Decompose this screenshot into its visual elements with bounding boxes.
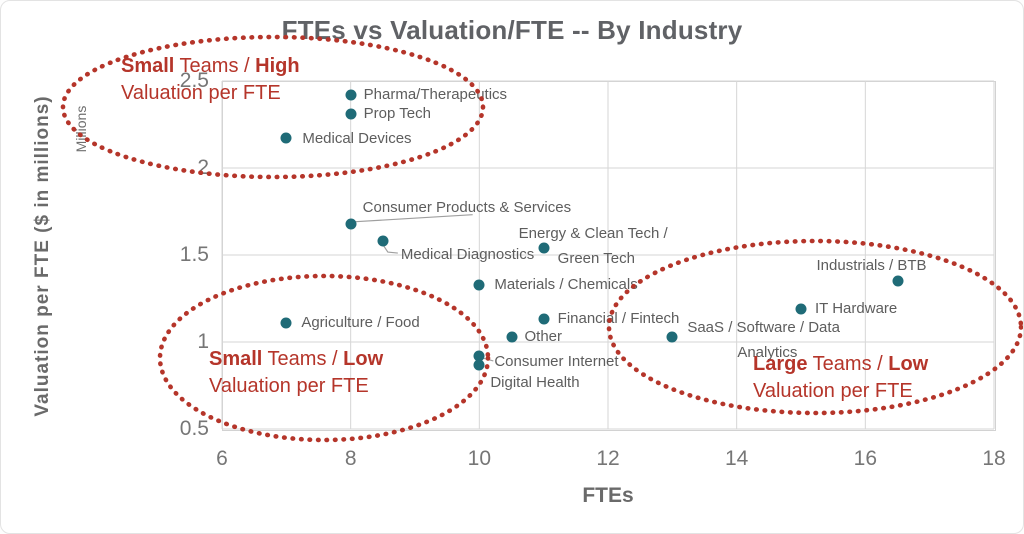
annotation-text-large-teams-low-valuation: Large Teams / Low Valuation per FTE bbox=[753, 351, 928, 405]
data-point-label: Other bbox=[524, 327, 563, 345]
annotation-text-segment: High bbox=[255, 55, 300, 77]
data-point-label: Pharma/Therapeutics bbox=[363, 85, 508, 103]
data-point-label: Consumer Products & Services bbox=[362, 198, 572, 216]
data-point-it-hardware bbox=[795, 303, 807, 315]
data-point-prop-tech bbox=[345, 108, 357, 120]
data-point-digital-health bbox=[473, 359, 485, 371]
data-point-label: Digital Health bbox=[490, 373, 580, 391]
annotation-text-small-teams-high-valuation: Small Teams / High Valuation per FTE bbox=[121, 53, 300, 107]
data-point-medical-devices bbox=[280, 132, 292, 144]
data-point-label: SaaS / Software / Data bbox=[687, 318, 840, 336]
data-point-label: Prop Tech bbox=[363, 105, 431, 123]
annotation-text-line: Valuation per FTE bbox=[753, 378, 928, 405]
annotation-text-line: Small Teams / High bbox=[121, 53, 300, 80]
data-point-energy-clean-tech-green-tech bbox=[538, 242, 550, 254]
data-point-label: Medical Diagnostics bbox=[400, 246, 535, 264]
x-tick-label: 12 bbox=[596, 447, 620, 470]
y-axis-title: Valuation per FTE ($ in millions) bbox=[32, 95, 53, 417]
y-tick-label: 2 bbox=[197, 156, 209, 179]
y-tick-label: 1 bbox=[197, 330, 209, 353]
data-point-agriculture-food bbox=[280, 317, 292, 329]
data-point-label: Consumer Internet bbox=[494, 352, 619, 370]
annotation-text-segment: Large bbox=[753, 353, 808, 375]
data-point-materials-chemicals bbox=[473, 279, 485, 291]
annotation-text-segment: Small bbox=[209, 348, 263, 370]
x-axis-title: FTEs bbox=[582, 484, 634, 507]
y-tick-label: 0.5 bbox=[179, 417, 209, 440]
annotation-text-segment: Teams / bbox=[262, 348, 344, 370]
x-tick-label: 8 bbox=[344, 447, 357, 470]
data-point-label: Agriculture / Food bbox=[301, 313, 420, 331]
annotation-text-line: Valuation per FTE bbox=[209, 373, 383, 400]
data-point-pharma-therapeutics bbox=[345, 89, 357, 101]
x-tick-label: 16 bbox=[853, 447, 878, 470]
data-point-label: Materials / Chemicals bbox=[494, 275, 638, 293]
x-tick-label: 10 bbox=[467, 447, 492, 470]
annotation-text-segment: Valuation per FTE bbox=[121, 82, 281, 104]
data-point-label: Financial / Fintech bbox=[557, 310, 680, 328]
data-point-consumer-products-services bbox=[345, 218, 357, 230]
annotation-text-line: Large Teams / Low bbox=[753, 351, 928, 378]
annotation-text-line: Valuation per FTE bbox=[121, 80, 300, 107]
annotation-text-small-teams-low-valuation: Small Teams / Low Valuation per FTE bbox=[209, 346, 383, 400]
data-point-label: IT Hardware bbox=[815, 299, 898, 317]
data-point-saas-software-data-analytics bbox=[666, 331, 678, 343]
annotation-text-segment: Small bbox=[121, 55, 175, 77]
annotation-text-segment: Teams / bbox=[174, 55, 256, 77]
x-tick-label: 14 bbox=[724, 447, 749, 470]
annotation-text-line: Small Teams / Low bbox=[209, 346, 383, 373]
data-point-financial-fintech bbox=[538, 313, 550, 325]
data-point-label: Medical Devices bbox=[302, 130, 412, 148]
data-point-medical-diagnostics bbox=[377, 235, 389, 247]
data-point-other bbox=[506, 331, 517, 343]
data-point-label: Industrials / BTB bbox=[816, 257, 927, 275]
annotation-text-segment: Low bbox=[343, 348, 384, 370]
chart-title: FTEs vs Valuation/FTE -- By Industry bbox=[281, 15, 743, 45]
y-axis-units-label: Millions bbox=[73, 105, 89, 153]
data-point-industrials-btb bbox=[892, 275, 903, 287]
y-tick-label: 1.5 bbox=[179, 243, 209, 266]
data-point-label: Energy & Clean Tech / bbox=[518, 225, 668, 243]
annotation-text-segment: Valuation per FTE bbox=[209, 375, 369, 397]
x-tick-label: 6 bbox=[216, 447, 228, 470]
annotation-text-segment: Low bbox=[888, 353, 929, 375]
data-point-label: Green Tech bbox=[557, 250, 635, 268]
x-tick-label: 18 bbox=[982, 447, 1006, 470]
annotation-text-segment: Teams / bbox=[807, 353, 889, 375]
annotation-text-segment: Valuation per FTE bbox=[753, 380, 913, 402]
